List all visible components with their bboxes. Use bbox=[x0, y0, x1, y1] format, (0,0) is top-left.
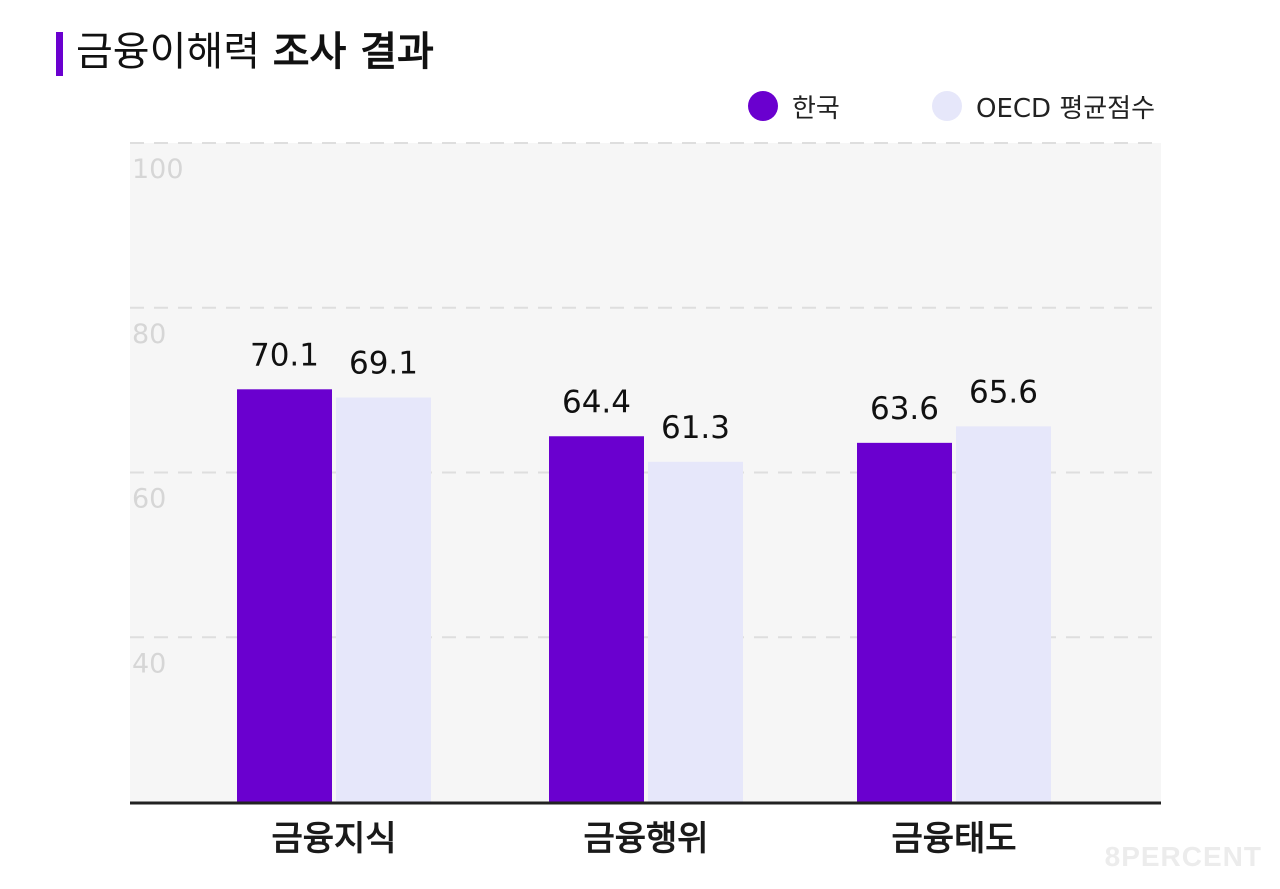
data-label-korea-2: 64.4 bbox=[562, 384, 631, 420]
data-label-oecd-2: 61.3 bbox=[661, 410, 730, 446]
x-category-label-1: 금융지식 bbox=[271, 819, 396, 859]
bar-oecd-3 bbox=[956, 426, 1051, 802]
bar-oecd-1 bbox=[336, 397, 431, 802]
data-label-korea-1: 70.1 bbox=[250, 337, 319, 373]
data-label-korea-3: 63.6 bbox=[870, 391, 939, 427]
data-label-oecd-3: 65.6 bbox=[969, 374, 1038, 410]
title-bold: 조사 결과 bbox=[272, 29, 434, 75]
x-category-label-3: 금융태도 bbox=[891, 819, 1016, 859]
bar-korea-1 bbox=[237, 389, 332, 802]
legend-swatch-oecd bbox=[932, 91, 962, 121]
title-light: 금융이해력 bbox=[76, 29, 260, 75]
y-tick-label-60: 60 bbox=[132, 484, 166, 515]
legend-swatch-korea bbox=[748, 91, 778, 121]
bar-oecd-2 bbox=[648, 461, 743, 802]
data-label-oecd-1: 69.1 bbox=[349, 346, 418, 382]
y-tick-label-80: 80 bbox=[132, 319, 166, 350]
legend-label-korea: 한국 bbox=[792, 93, 840, 124]
legend-item-oecd: OECD 평균점수 bbox=[932, 90, 1156, 124]
watermark-logo: 8PERCENT bbox=[1104, 841, 1262, 872]
legend-item-korea: 한국 bbox=[748, 90, 840, 124]
legend-label-oecd: OECD 평균점수 bbox=[976, 93, 1156, 124]
title-accent-bar bbox=[56, 32, 63, 76]
bar-korea-2 bbox=[549, 436, 644, 802]
y-tick-label-40: 40 bbox=[132, 648, 166, 679]
x-category-label-2: 금융행위 bbox=[583, 819, 708, 859]
page-title: 금융이해력 조사 결과 bbox=[76, 26, 434, 78]
bar-korea-3 bbox=[857, 442, 952, 802]
y-tick-label-100: 100 bbox=[132, 154, 184, 185]
